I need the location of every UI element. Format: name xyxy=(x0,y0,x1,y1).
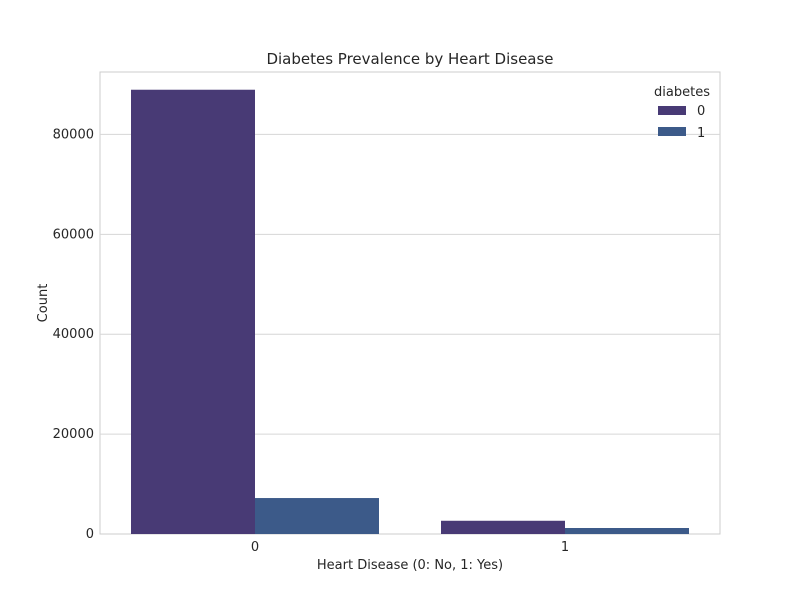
y-tick-label-3: 60000 xyxy=(53,227,94,242)
legend-swatch-1 xyxy=(658,127,686,136)
bar-heart-disease-1-diabetes-1 xyxy=(565,528,689,534)
bar-heart-disease-0-diabetes-0 xyxy=(131,89,255,535)
y-tick-label-4: 80000 xyxy=(53,127,94,142)
legend-label-0: 0 xyxy=(697,104,705,119)
y-axis-label: Count xyxy=(36,284,51,323)
bars xyxy=(131,89,689,535)
legend-title: diabetes xyxy=(654,85,710,100)
bar-heart-disease-0-diabetes-1 xyxy=(255,498,379,534)
chart-title: Diabetes Prevalence by Heart Disease xyxy=(266,50,553,68)
legend-label-1: 1 xyxy=(697,126,705,141)
y-tick-label-0: 0 xyxy=(86,527,94,542)
legend-swatch-0 xyxy=(658,106,686,115)
x-axis-label: Heart Disease (0: No, 1: Yes) xyxy=(317,558,503,573)
y-tick-label-2: 40000 xyxy=(53,327,94,342)
y-axis: 0 20000 40000 60000 80000 xyxy=(53,127,94,542)
x-tick-label-1: 1 xyxy=(561,540,569,555)
legend: diabetes 0 1 xyxy=(654,85,710,141)
x-tick-label-0: 0 xyxy=(251,540,259,555)
bar-heart-disease-1-diabetes-0 xyxy=(441,520,565,534)
y-tick-label-1: 20000 xyxy=(53,427,94,442)
